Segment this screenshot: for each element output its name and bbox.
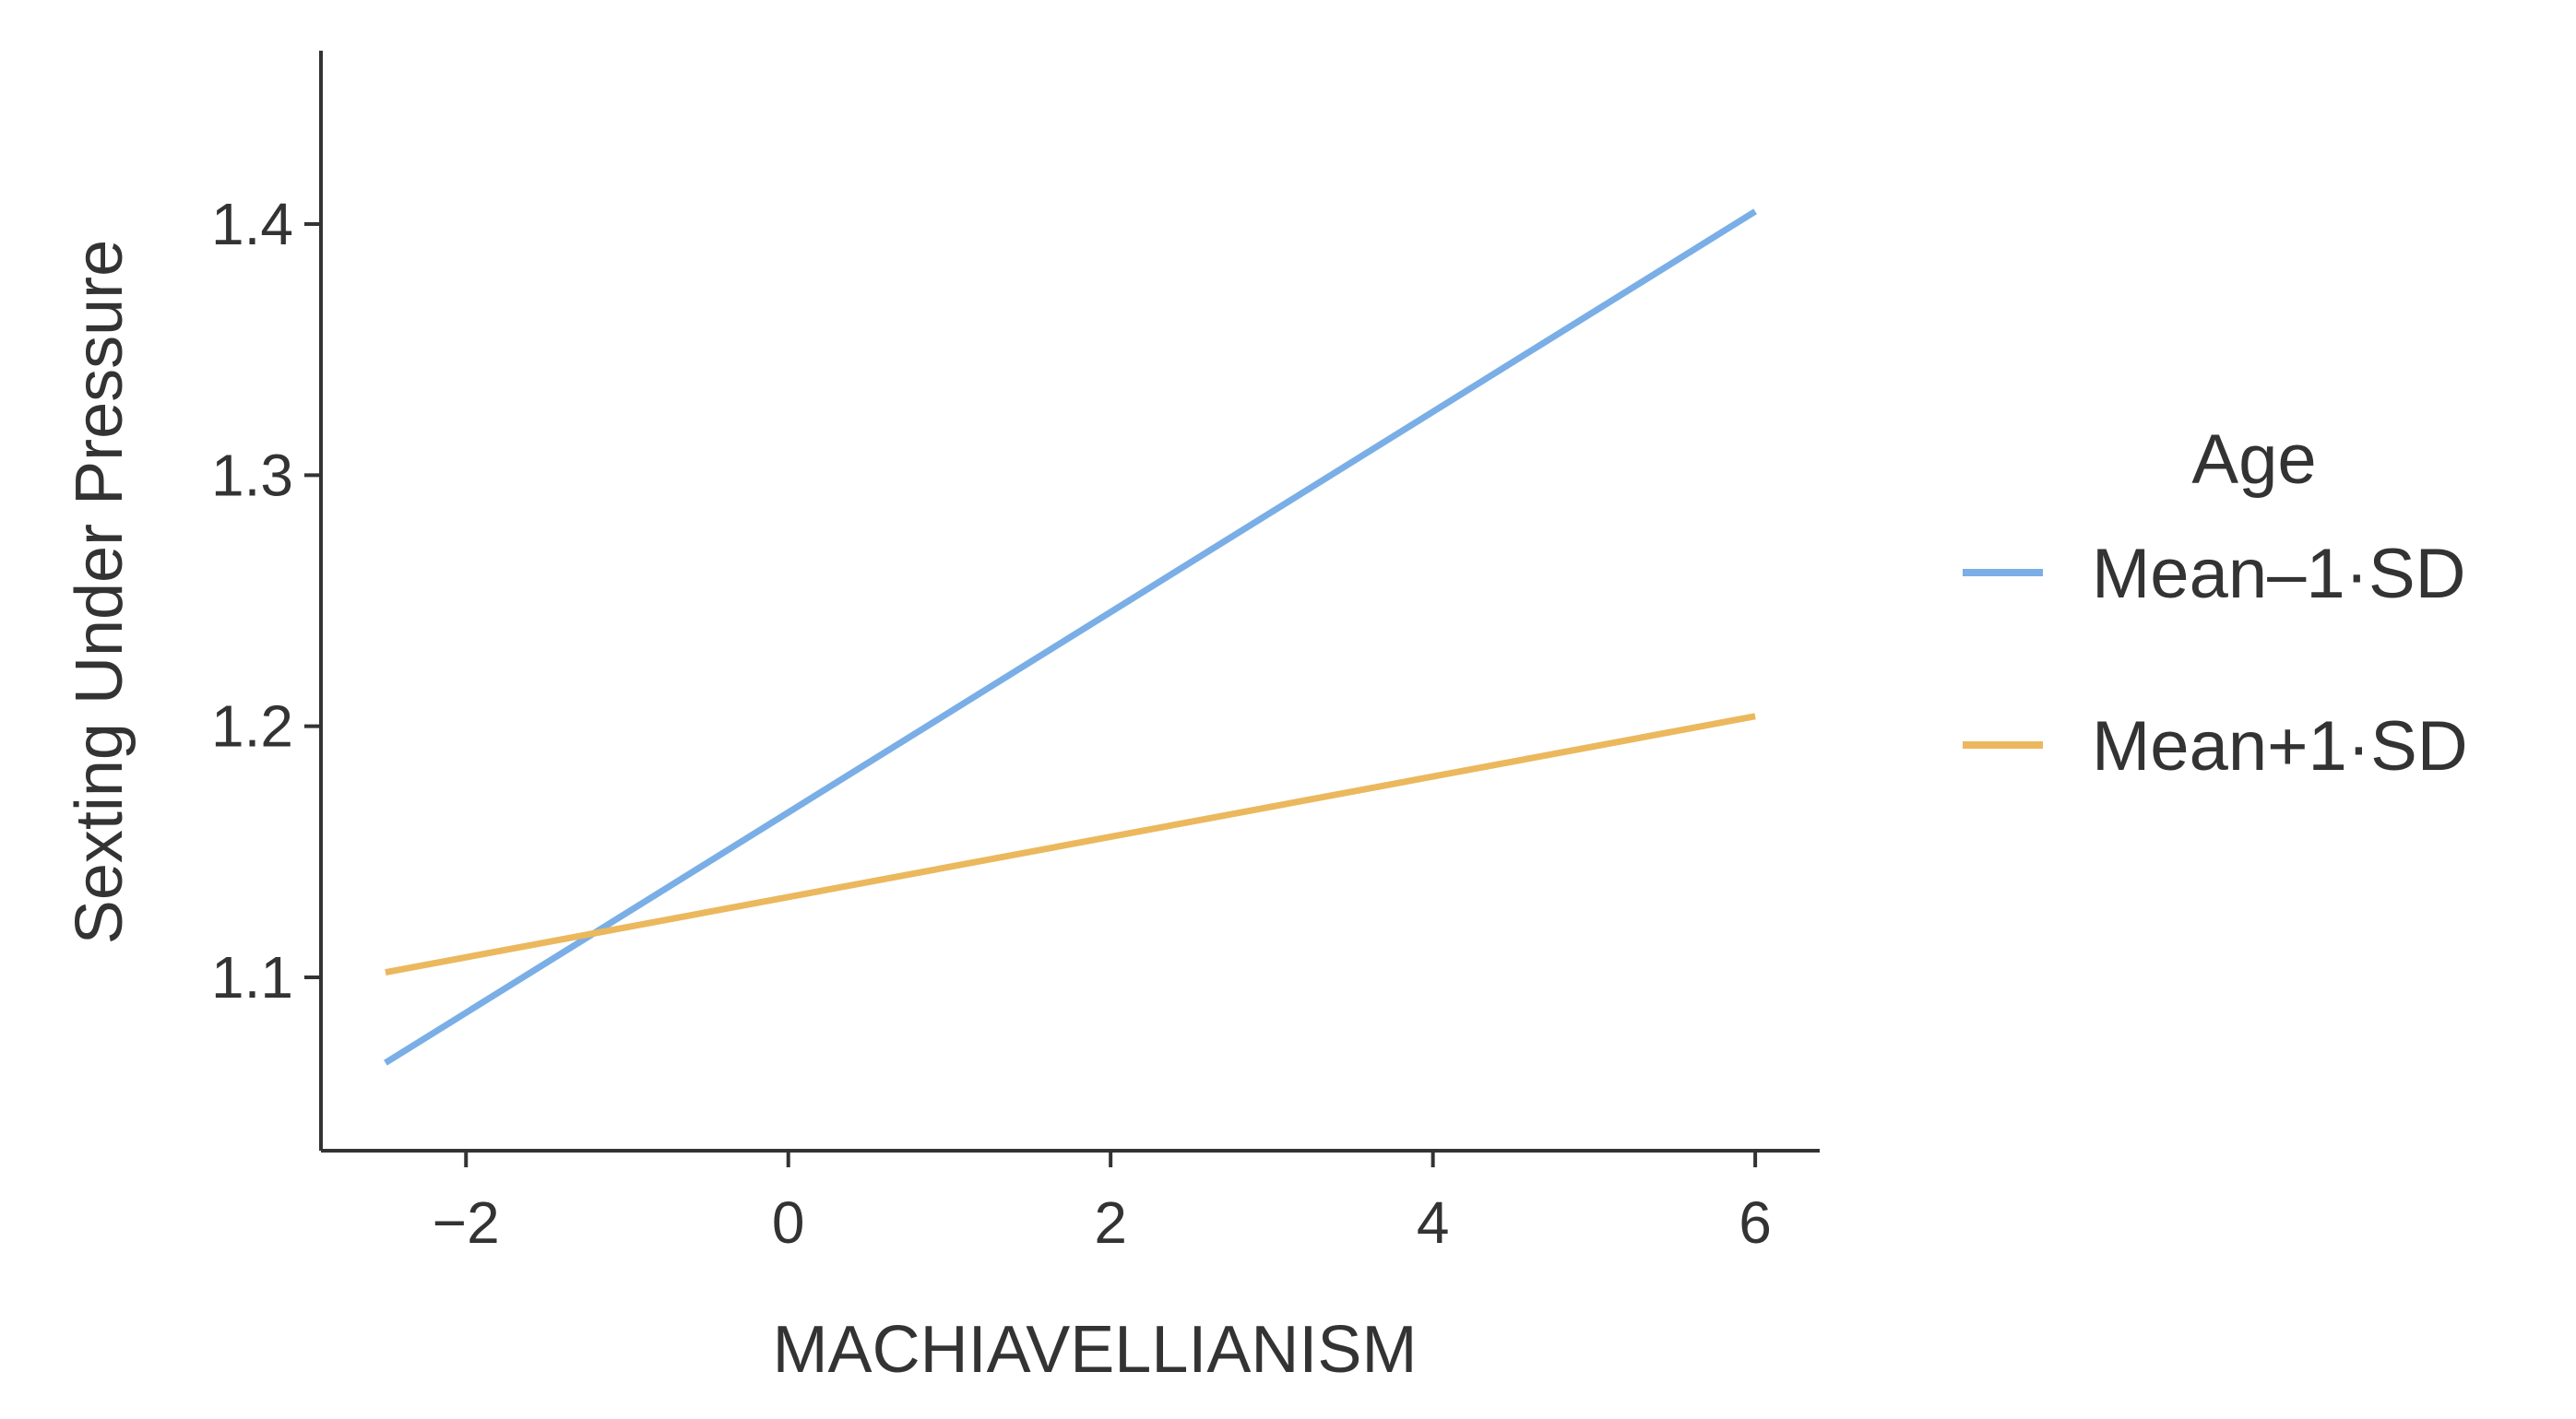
axes [319,51,1820,1153]
x-tick-label: −2 [433,1189,500,1256]
x-tick-label: 2 [1094,1189,1127,1256]
y-axis-title: Sexting Under Pressure [63,240,137,944]
y-ticks: 1.1 1.2 1.3 1.4 [211,191,321,1011]
legend-label: Mean–1·SD [2092,535,2466,613]
y-tick-label: 1.3 [211,442,293,508]
legend-label: Mean+1·SD [2092,707,2468,786]
y-tick-label: 1.4 [211,191,293,257]
y-tick-label: 1.2 [211,693,293,760]
series-lines [384,208,1757,1066]
series-line-mean-plus-1sd [385,713,1756,976]
legend-title: Age [2191,420,2316,499]
x-tick-label: 0 [772,1189,805,1256]
x-ticks: −2 0 2 4 6 [433,1151,1772,1256]
legend-items: Mean–1·SD Mean+1·SD [1963,535,2468,786]
x-tick-label: 6 [1739,1189,1772,1256]
x-tick-label: 4 [1417,1189,1450,1256]
y-tick-label: 1.1 [211,944,293,1011]
legend: Age Mean–1·SD Mean+1·SD [1963,420,2468,786]
x-axis-title: MACHIAVELLIANISM [773,1313,1418,1387]
series-line-mean-minus-1sd [384,208,1757,1066]
